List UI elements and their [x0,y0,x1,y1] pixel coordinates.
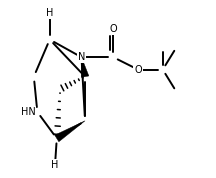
Text: H: H [46,8,53,18]
Polygon shape [81,57,89,77]
Text: O: O [110,24,117,34]
Polygon shape [55,121,85,142]
Text: H: H [51,160,59,170]
Text: HN: HN [21,107,36,117]
Text: N: N [78,52,85,62]
Text: O: O [134,65,142,75]
